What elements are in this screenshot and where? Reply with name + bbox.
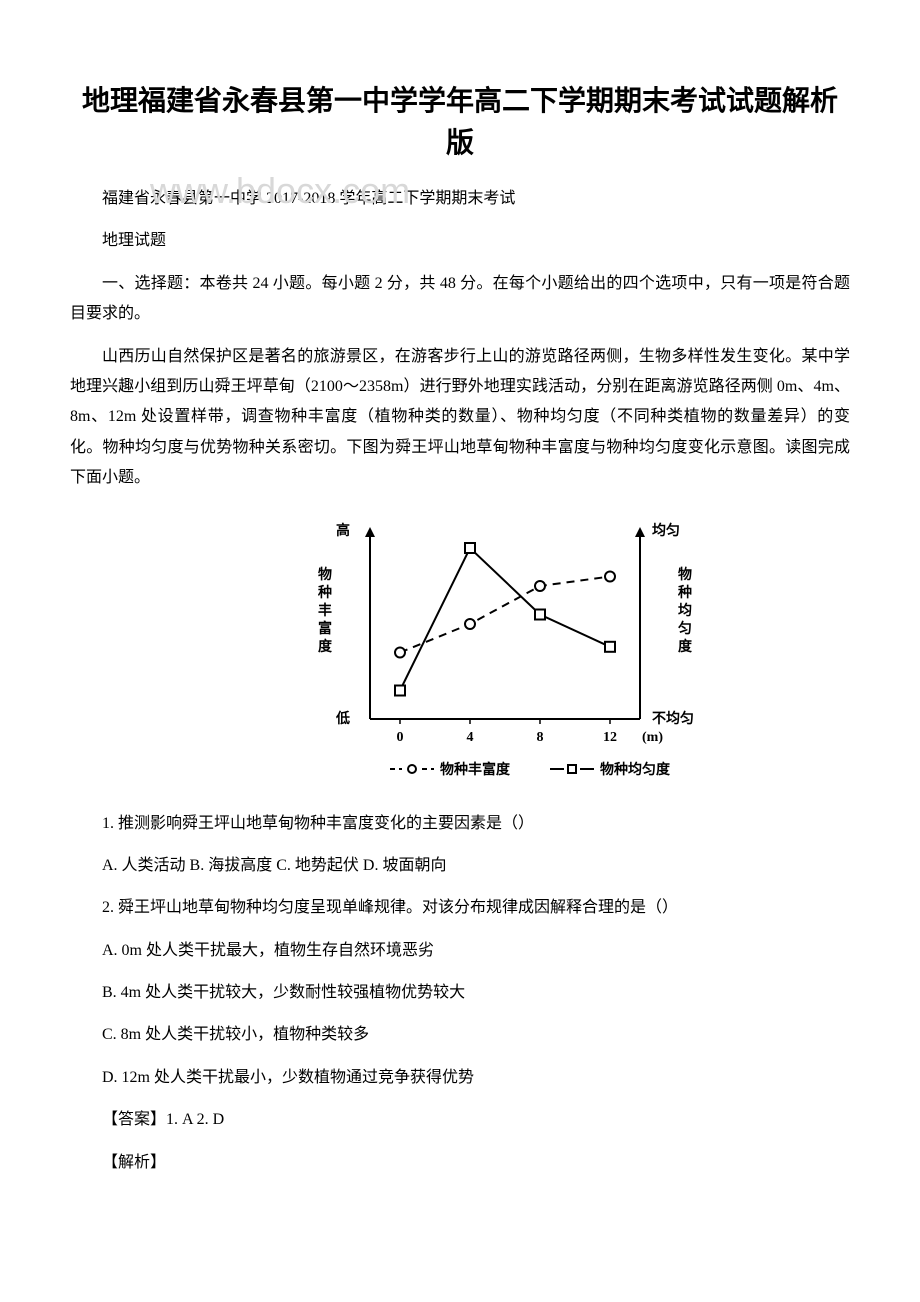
chart-figure: www.bdocx.com 高低均匀不均匀物种丰富度物种均匀度04812(m)物… <box>170 509 850 794</box>
svg-text:均: 均 <box>678 602 692 619</box>
question-2-option-d: D. 12m 处人类干扰最小，少数植物通过竞争获得优势 <box>70 1063 850 1093</box>
svg-text:(m): (m) <box>642 730 663 745</box>
svg-text:低: 低 <box>335 710 350 727</box>
svg-text:不均匀: 不均匀 <box>652 710 694 727</box>
question-2-option-b: B. 4m 处人类干扰较大，少数耐性较强植物优势较大 <box>70 978 850 1008</box>
svg-text:均匀: 均匀 <box>652 522 680 539</box>
question-1: 1. 推测影响舜王坪山地草甸物种丰富度变化的主要因素是（） <box>70 809 850 839</box>
svg-text:物: 物 <box>318 566 332 583</box>
svg-text:丰: 丰 <box>318 602 332 619</box>
section-heading: 一、选择题：本卷共 24 小题。每小题 2 分，共 48 分。在每个小题给出的四… <box>70 269 850 330</box>
question-2: 2. 舜王坪山地草甸物种均匀度呈现单峰规律。对该分布规律成因解释合理的是（） <box>70 893 850 923</box>
question-1-options: A. 人类活动 B. 海拔高度 C. 地势起伏 D. 坡面朝向 <box>70 851 850 881</box>
svg-text:度: 度 <box>318 638 333 655</box>
question-2-option-c: C. 8m 处人类干扰较小，植物种类较多 <box>70 1020 850 1050</box>
svg-text:种: 种 <box>317 584 332 601</box>
chart-svg: 高低均匀不均匀物种丰富度物种均匀度04812(m)物种丰富度物种均匀度 <box>300 509 720 789</box>
svg-text:高: 高 <box>336 522 350 539</box>
analysis-label: 【解析】 <box>70 1148 850 1178</box>
svg-text:8: 8 <box>537 730 544 745</box>
answer-text: 【答案】1. A 2. D <box>70 1105 850 1135</box>
svg-text:物种均匀度: 物种均匀度 <box>600 761 671 778</box>
svg-text:种: 种 <box>677 584 692 601</box>
document-content: 地理福建省永春县第一中学学年高二下学期期末考试试题解析版 福建省永春县第一中学 … <box>70 80 850 1178</box>
svg-text:物: 物 <box>678 566 692 583</box>
svg-text:度: 度 <box>678 638 693 655</box>
question-2-option-a: A. 0m 处人类干扰最大，植物生存自然环境恶劣 <box>70 936 850 966</box>
subject-label: 地理试题 <box>70 226 850 256</box>
svg-text:匀: 匀 <box>678 620 692 637</box>
document-title: 地理福建省永春县第一中学学年高二下学期期末考试试题解析版 <box>70 80 850 164</box>
subtitle: 福建省永春县第一中学 2017-2018 学年高二下学期期末考试 <box>70 184 850 214</box>
passage-text: 山西历山自然保护区是著名的旅游景区，在游客步行上山的游览路径两侧，生物多样性发生… <box>70 342 850 494</box>
svg-text:物种丰富度: 物种丰富度 <box>440 761 511 778</box>
svg-text:0: 0 <box>397 730 404 745</box>
svg-text:富: 富 <box>318 620 332 637</box>
question-2-text: 2. 舜王坪山地草甸物种均匀度呈现单峰规律。对该分布规律成因解释合理的是（） <box>102 899 678 916</box>
svg-text:12: 12 <box>603 730 617 745</box>
svg-text:4: 4 <box>467 730 474 745</box>
